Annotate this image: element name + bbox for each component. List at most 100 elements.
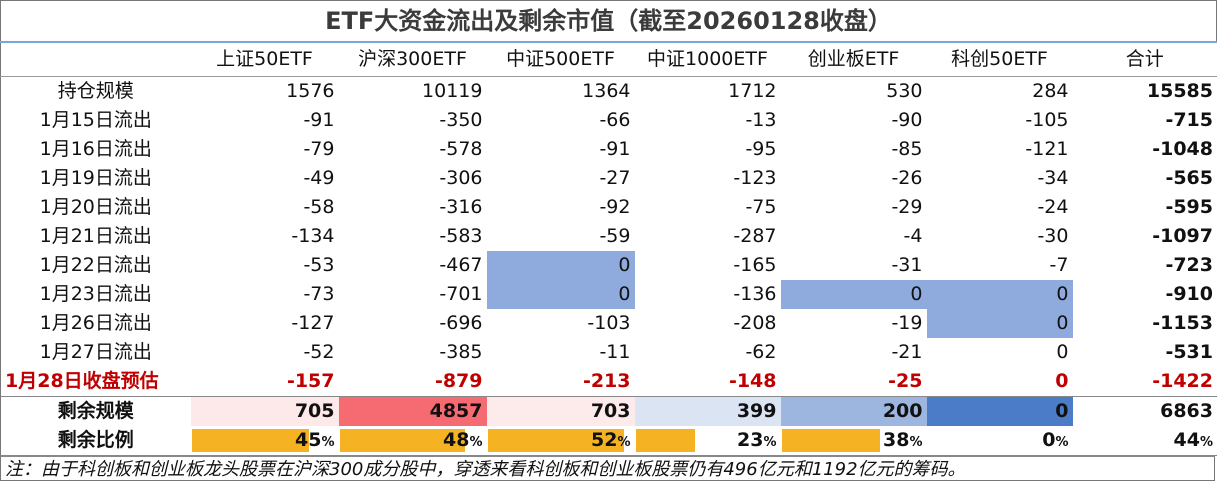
table-row: 持仓规模 1576 10119 1364 1712 530 284 15585 — [0, 76, 1217, 106]
column-header: 中证500ETF — [486, 41, 635, 77]
table-cell: 1712 — [728, 80, 777, 102]
ratio-cell: 0% — [926, 426, 1073, 456]
ratio-value: 52% — [591, 429, 631, 451]
table-cell: -165 — [733, 254, 777, 276]
table-cell: -11 — [599, 341, 631, 363]
table-cell: 10119 — [422, 80, 483, 102]
table-cell: -127 — [291, 312, 335, 334]
table-cell: -715 — [1072, 106, 1217, 135]
ratio-value: 23% — [737, 429, 777, 451]
table-cell: -910 — [1072, 280, 1217, 309]
estimate-row: 1月28日收盘预估 -157 -879 -213 -148 -25 0 -1422 — [0, 367, 1217, 397]
row-label: 1月28日收盘预估 — [0, 367, 191, 397]
table-cell: -25 — [888, 370, 923, 392]
table-cell: 284 — [1032, 80, 1069, 102]
row-label: 1月20日流出 — [0, 193, 191, 222]
table-cell: -29 — [891, 196, 923, 218]
table-cell: -123 — [733, 167, 777, 189]
ratio-cell: 48% — [338, 426, 487, 456]
table-cell: -531 — [1072, 338, 1217, 367]
ratio-cell: 45% — [190, 426, 339, 456]
table-cell: -287 — [733, 225, 777, 247]
table-cell: -1097 — [1072, 222, 1217, 251]
table-cell: -136 — [733, 283, 777, 305]
table-cell: -49 — [303, 167, 335, 189]
remaining-row: 剩余规模 705 4857 703 399 200 0 6863 — [0, 396, 1217, 426]
table-cell: -105 — [1025, 109, 1069, 131]
table-cell: -583 — [439, 225, 483, 247]
table-cell: -21 — [891, 341, 923, 363]
row-label: 剩余比例 — [0, 426, 191, 456]
table-cell: -467 — [439, 254, 483, 276]
table-cell: -19 — [891, 312, 923, 334]
column-header — [0, 41, 191, 77]
ratio-cell: 38% — [780, 426, 927, 456]
table-cell: 0 — [1055, 370, 1069, 392]
table-cell: -30 — [1037, 225, 1069, 247]
table-cell: -208 — [733, 312, 777, 334]
table-cell: -595 — [1072, 193, 1217, 222]
table-cell: 0 — [926, 396, 1073, 426]
table-cell: -92 — [599, 196, 631, 218]
table-row: 1月16日流出 -79 -578 -91 -95 -85 -121 -1048 — [0, 135, 1217, 164]
table-cell: 0 — [1056, 341, 1069, 363]
table-cell: -723 — [1072, 251, 1217, 280]
ratio-cell: 23% — [634, 426, 781, 456]
ratio-cell: 52% — [486, 426, 635, 456]
column-header: 上证50ETF — [190, 41, 339, 77]
table-row: 1月22日流出 -53 -467 0 -165 -31 -7 -723 — [0, 251, 1217, 280]
ratio-value: 48% — [443, 429, 483, 451]
table-cell: -66 — [599, 109, 631, 131]
ratio-bar — [635, 429, 695, 452]
table-cell: -157 — [286, 370, 335, 392]
etf-table: 上证50ETF 沪深300ETF 中证500ETF 中证1000ETF 创业板ETF 科创… — [0, 41, 1217, 456]
table-cell: 6863 — [1072, 396, 1217, 426]
table-cell: -696 — [439, 312, 483, 334]
ratio-bar — [781, 429, 880, 452]
table-cell: -1153 — [1072, 309, 1217, 338]
table-cell: -350 — [439, 109, 483, 131]
table-row: 1月27日流出 -52 -385 -11 -62 -21 0 -531 — [0, 338, 1217, 367]
table-cell: -1422 — [1072, 367, 1217, 397]
table-cell: -53 — [303, 254, 335, 276]
row-label: 1月26日流出 — [0, 309, 191, 338]
table-cell: -62 — [745, 341, 777, 363]
table-cell: -34 — [1037, 167, 1069, 189]
table-cell: -879 — [434, 370, 483, 392]
table-row: 1月21日流出 -134 -583 -59 -287 -4 -30 -1097 — [0, 222, 1217, 251]
header-row: 上证50ETF 沪深300ETF 中证500ETF 中证1000ETF 创业板ETF 科创… — [0, 41, 1217, 77]
table-cell: 703 — [486, 396, 635, 426]
table-row: 1月26日流出 -127 -696 -103 -208 -19 0 -1153 — [0, 309, 1217, 338]
highlighted-zero-cell: 0 — [486, 251, 635, 280]
table-cell: -4 — [903, 225, 923, 247]
highlighted-zero-cell: 0 — [486, 280, 635, 309]
column-header: 创业板ETF — [780, 41, 927, 77]
table-cell: -103 — [587, 312, 631, 334]
row-label: 剩余规模 — [0, 396, 191, 426]
table-cell: 15585 — [1072, 76, 1217, 106]
table-row: 1月15日流出 -91 -350 -66 -13 -90 -105 -715 — [0, 106, 1217, 135]
ratio-value: 38% — [883, 429, 923, 451]
table-cell: -306 — [439, 167, 483, 189]
ratio-bar — [191, 429, 310, 452]
table-cell: -91 — [599, 138, 631, 160]
table-cell: 530 — [886, 80, 923, 102]
table-cell: -1048 — [1072, 135, 1217, 164]
table-title: ETF大资金流出及剩余市值（截至20260128收盘） — [0, 0, 1217, 41]
table-cell: -73 — [303, 283, 335, 305]
row-label: 持仓规模 — [0, 76, 191, 106]
table-row: 1月19日流出 -49 -306 -27 -123 -26 -34 -565 — [0, 164, 1217, 193]
table-cell: -24 — [1037, 196, 1069, 218]
table-cell: -213 — [582, 370, 631, 392]
table-row: 1月23日流出 -73 -701 0 -136 0 0 -910 — [0, 280, 1217, 309]
footnote: 注：由于科创板和创业板龙头股票在沪深300成分股中，穿透来看科创板和创业板股票仍… — [0, 456, 1215, 481]
table-cell: -701 — [439, 283, 483, 305]
table-cell: -75 — [745, 196, 777, 218]
table-cell: 1364 — [582, 80, 631, 102]
ratio-value: 44% — [1173, 429, 1213, 451]
highlighted-zero-cell: 0 — [926, 309, 1073, 338]
ratio-row: 剩余比例 45% 48% 52% 23% 38% 0% 44% — [0, 426, 1217, 456]
column-header: 中证1000ETF — [634, 41, 781, 77]
table-cell: -121 — [1025, 138, 1069, 160]
